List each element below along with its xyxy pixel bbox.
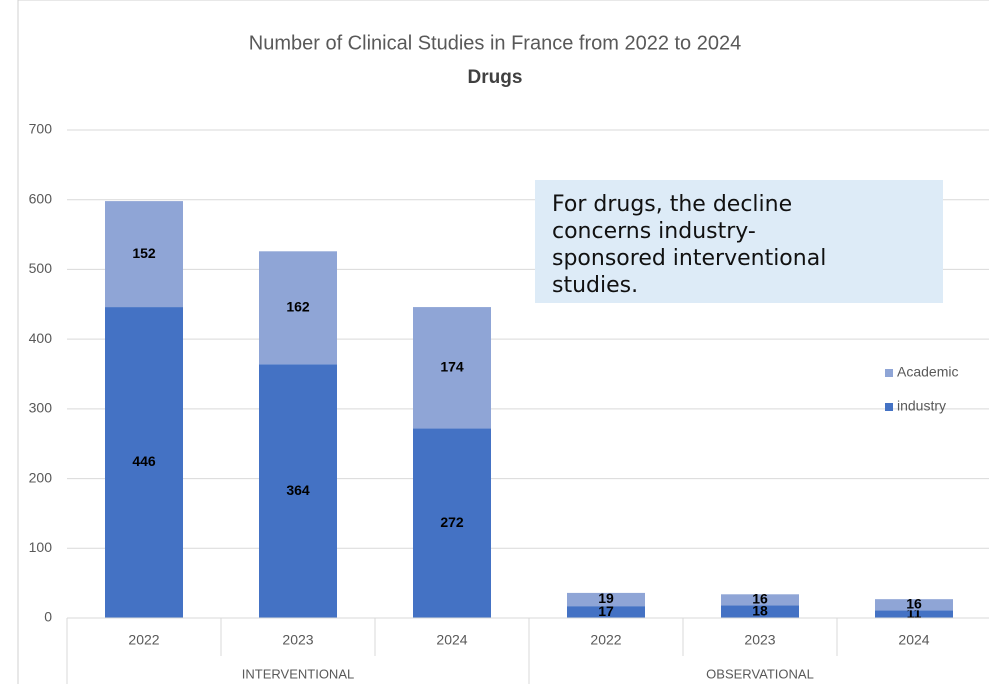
y-tick-label: 200 (29, 469, 53, 485)
bar-segment (105, 201, 183, 308)
bar-segment (567, 606, 645, 618)
bar-segment (567, 592, 645, 607)
bar-segment (413, 428, 491, 618)
group-label: OBSERVATIONAL (706, 666, 814, 681)
group-label: INTERVENTIONAL (242, 666, 354, 681)
data-label: 16 (752, 591, 768, 607)
data-label: 16 (906, 595, 922, 611)
data-label: 162 (286, 298, 310, 314)
y-tick-label: 100 (29, 539, 53, 555)
legend-swatch (885, 369, 893, 377)
annotation-line: concerns industry- (552, 219, 756, 244)
y-tick-label: 0 (44, 609, 52, 625)
y-tick-label: 400 (29, 330, 53, 346)
data-label: 364 (286, 482, 310, 498)
data-label: 18 (752, 602, 768, 618)
y-tick-label: 500 (29, 260, 53, 276)
bar-segment (875, 599, 953, 611)
annotation-line: studies. (552, 273, 638, 298)
data-label: 152 (132, 245, 156, 261)
bar-segment (721, 594, 799, 606)
bar-segment (259, 364, 337, 618)
bar-segment (721, 605, 799, 618)
legend-swatch (885, 403, 893, 411)
y-tick-label: 600 (29, 190, 53, 206)
chart-title: Number of Clinical Studies in France fro… (249, 32, 741, 54)
y-tick-label: 700 (29, 121, 53, 137)
legend-label: industry (897, 398, 946, 414)
data-label: 174 (440, 358, 464, 374)
x-tick-label: 2022 (590, 632, 621, 648)
data-label: 272 (440, 514, 464, 530)
bar-segment (105, 307, 183, 618)
data-label: 17 (598, 603, 614, 619)
legend-label: Academic (897, 364, 958, 380)
x-tick-label: 2022 (128, 632, 159, 648)
x-tick-label: 2024 (898, 632, 929, 648)
annotation-line: For drugs, the decline (552, 192, 792, 217)
bar-segment (413, 307, 491, 429)
bar-segment (875, 610, 953, 618)
x-tick-label: 2023 (744, 632, 775, 648)
bar-segment (259, 251, 337, 365)
x-tick-label: 2023 (282, 632, 313, 648)
chart-subtitle: Drugs (468, 67, 523, 88)
annotation-line: sponsored interventional (552, 246, 826, 271)
annotation-box (535, 180, 943, 303)
data-label: 446 (132, 453, 156, 469)
y-tick-label: 300 (29, 400, 53, 416)
data-label: 19 (598, 590, 614, 606)
x-tick-label: 2024 (436, 632, 467, 648)
